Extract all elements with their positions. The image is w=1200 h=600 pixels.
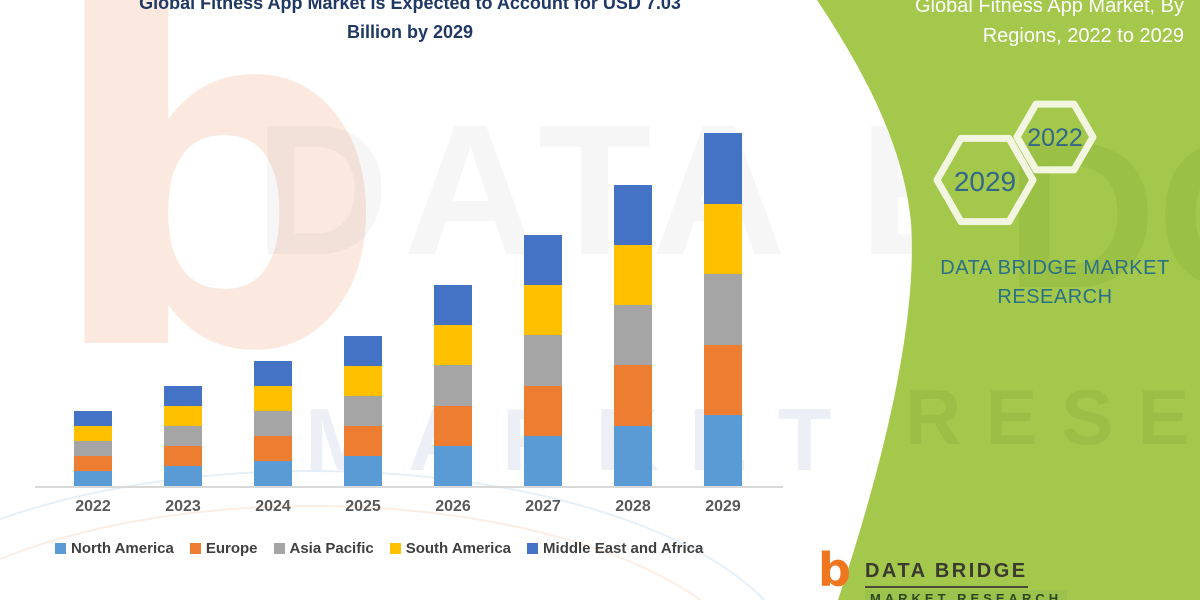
dbmr-b-icon: b [818, 543, 851, 597]
x-axis-labels: 2022 2023 2024 2025 2026 2027 2028 2029 [75, 498, 741, 515]
x-label-2028: 2028 [615, 498, 651, 515]
legend-swatch-north-america [55, 543, 66, 554]
logo-name-text: DATA BRIDGE [864, 560, 1028, 588]
segment-south-america-2027 [524, 285, 562, 336]
segment-south-america-2026 [434, 325, 472, 366]
panel-title: Global Fitness App Market, By Regions, 2… [850, 0, 1192, 51]
legend-label: Middle East and Africa [543, 540, 704, 557]
bar-2029 [704, 133, 742, 486]
bar-2028 [614, 184, 652, 486]
segment-asia-pacific-2028 [614, 305, 652, 366]
chart-title: Global Fitness App Market is Expected to… [40, 0, 780, 47]
segment-middle-east-and-africa-2023 [164, 385, 202, 406]
x-label-2027: 2027 [525, 498, 561, 515]
segment-asia-pacific-2022 [74, 440, 112, 456]
segment-south-america-2024 [254, 385, 292, 411]
segment-asia-pacific-2027 [524, 335, 562, 386]
segment-europe-2029 [704, 344, 742, 416]
chart-title-line2: Billion by 2029 [346, 22, 474, 42]
brand-text-line1: DATA BRIDGE MARKET [940, 257, 1170, 279]
brand-text-line2: RESEARCH [997, 286, 1113, 308]
segment-middle-east-and-africa-2027 [524, 235, 562, 286]
hexagon-2029-label: 2029 [954, 166, 1016, 197]
panel-title-line2: Regions, 2022 to 2029 [982, 25, 1184, 47]
legend-item-asia-pacific: Asia Pacific [273, 540, 374, 557]
dbmr-logo: b DATA BRIDGE MARKET RESEARCH [818, 543, 1068, 600]
segment-north-america-2025 [344, 455, 382, 486]
hexagon-2022: 2022 [1013, 100, 1097, 174]
segment-middle-east-and-africa-2028 [614, 184, 652, 245]
legend-swatch-europe [189, 543, 201, 554]
x-label-2022: 2022 [75, 498, 111, 515]
panel-title-line1: Global Fitness App Market, By [914, 0, 1184, 17]
segment-north-america-2024 [254, 460, 292, 486]
hexagon-2029: 2029 [933, 134, 1037, 226]
chart-title-line1: Global Fitness App Market is Expected to… [139, 0, 681, 13]
legend-swatch-south-america [389, 543, 401, 554]
legend-item-north-america: North America [55, 540, 174, 557]
segment-europe-2024 [254, 435, 292, 461]
segment-south-america-2022 [74, 425, 112, 441]
segment-europe-2026 [434, 405, 472, 446]
segment-asia-pacific-2024 [254, 410, 292, 436]
segment-north-america-2022 [74, 470, 112, 486]
legend-swatch-asia-pacific [273, 543, 285, 554]
segment-south-america-2028 [614, 244, 652, 306]
legend-label: Europe [205, 540, 258, 557]
legend-label: South America [405, 540, 512, 557]
bar-2022 [74, 410, 112, 486]
segment-middle-east-and-africa-2026 [434, 285, 472, 326]
legend-item-europe: Europe [189, 540, 258, 557]
x-axis-line [35, 486, 783, 488]
segment-north-america-2029 [704, 415, 742, 486]
chart-legend: North America Europe Asia Pacific South Ame… [55, 540, 703, 557]
segment-south-america-2023 [164, 405, 202, 426]
bar-2025 [344, 335, 382, 486]
segment-north-america-2027 [524, 435, 562, 486]
logo-sub-text: MARKET RESEARCH [864, 590, 1068, 600]
segment-asia-pacific-2026 [434, 365, 472, 406]
watermark-b-logo-icon: b [44, 0, 388, 457]
watermark-green-row: RESEAR [905, 373, 1200, 461]
segment-middle-east-and-africa-2022 [74, 410, 112, 426]
segment-europe-2027 [524, 385, 562, 436]
segment-asia-pacific-2025 [344, 395, 382, 426]
segment-europe-2025 [344, 425, 382, 456]
hexagons-graphic: 2029 2022 [933, 100, 1097, 226]
bar-2026 [434, 285, 472, 486]
segment-europe-2023 [164, 445, 202, 466]
x-label-2024: 2024 [255, 498, 291, 515]
segment-middle-east-and-africa-2024 [254, 360, 292, 386]
x-label-2029: 2029 [705, 498, 741, 515]
legend-item-middle-east-and-africa: Middle East and Africa [527, 540, 703, 557]
legend-item-south-america: South America [389, 540, 512, 557]
bar-2024 [254, 360, 292, 486]
x-label-2025: 2025 [345, 498, 381, 515]
hexagon-2022-label: 2022 [1027, 124, 1083, 152]
segment-asia-pacific-2029 [704, 274, 742, 345]
segment-north-america-2028 [614, 425, 652, 486]
segment-middle-east-and-africa-2029 [704, 133, 742, 204]
segment-south-america-2025 [344, 365, 382, 396]
x-label-2023: 2023 [165, 498, 201, 515]
segment-europe-2028 [614, 365, 652, 426]
segment-north-america-2026 [434, 445, 472, 486]
brand-text: DATA BRIDGE MARKET RESEARCH [915, 254, 1195, 312]
x-label-2026: 2026 [435, 498, 471, 515]
bar-2023 [164, 385, 202, 486]
segment-middle-east-and-africa-2025 [344, 335, 382, 366]
legend-label: Asia Pacific [289, 540, 374, 557]
watermark-green-letters: DGE [1005, 97, 1200, 332]
segment-asia-pacific-2023 [164, 425, 202, 446]
legend-swatch-middle-east-and-africa [527, 543, 539, 554]
legend-label: North America [71, 540, 174, 557]
bar-2027 [524, 235, 562, 486]
segment-north-america-2023 [164, 465, 202, 486]
segment-europe-2022 [74, 455, 112, 471]
plot-area [74, 133, 742, 486]
segment-south-america-2029 [704, 203, 742, 275]
